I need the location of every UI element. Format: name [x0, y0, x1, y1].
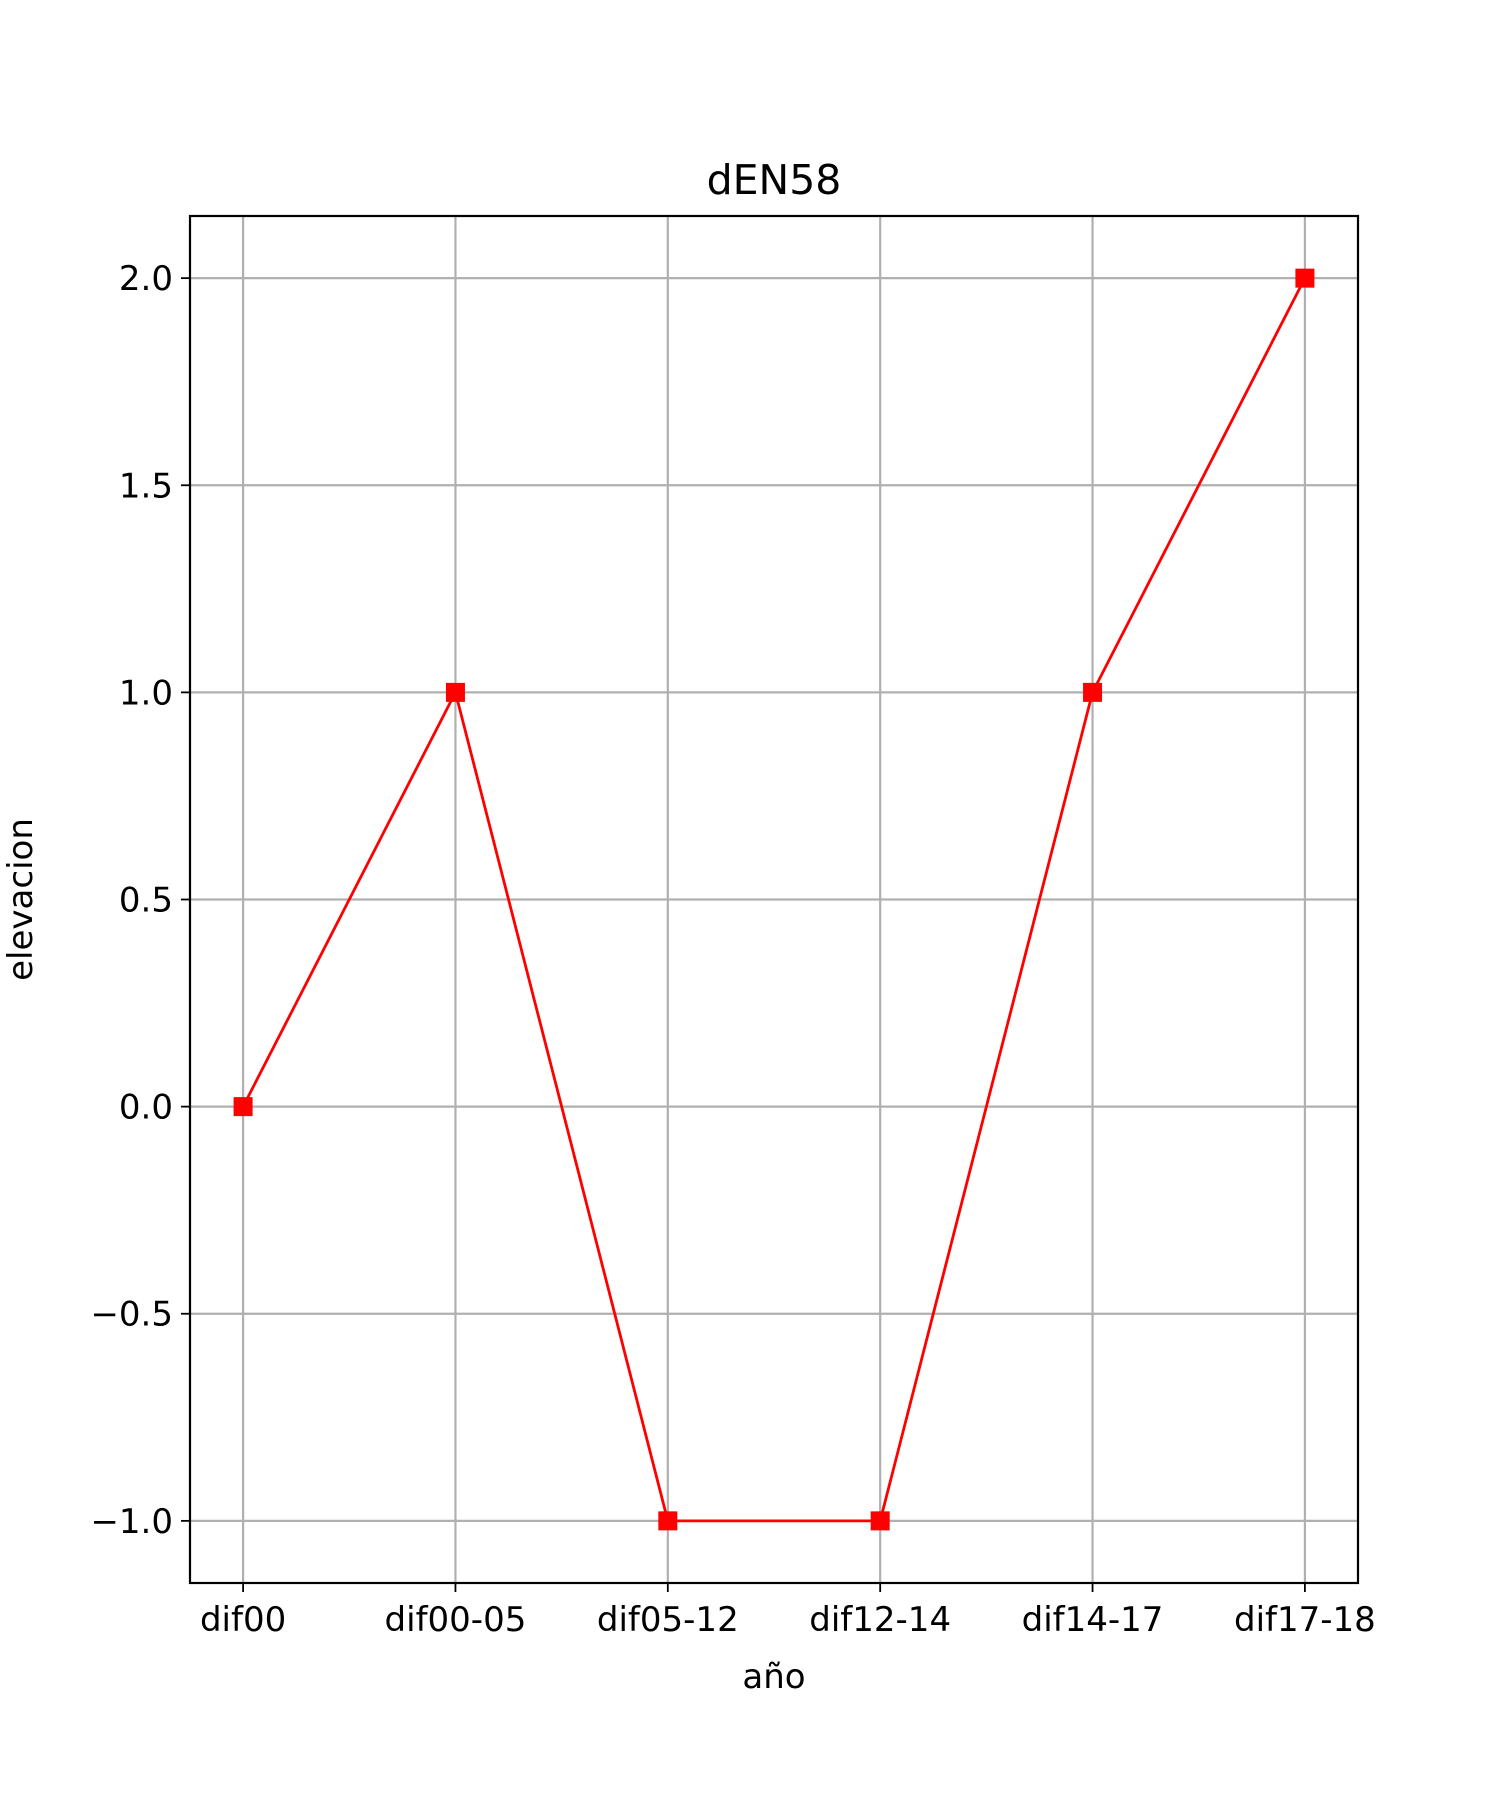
series-layer: [233, 268, 1315, 1531]
data-point-marker: [870, 1511, 890, 1531]
x-tick-label: dif14-17: [1022, 1600, 1164, 1640]
y-tick-label: 0.0: [119, 1088, 173, 1128]
data-point-marker: [1083, 682, 1103, 702]
x-tick-label: dif17-18: [1234, 1600, 1376, 1640]
data-point-marker: [1295, 268, 1315, 288]
ticks: dif00 dif00-05 dif05-12 dif12-14 dif14-17 dif…: [90, 259, 1375, 1640]
x-tick-label: dif05-12: [597, 1600, 739, 1640]
y-tick-label: −0.5: [90, 1295, 173, 1335]
y-tick-label: −1.0: [90, 1502, 173, 1542]
data-point-marker: [658, 1511, 678, 1531]
series-line: [241, 277, 1307, 1523]
y-tick-label: 0.5: [119, 881, 173, 921]
chart-title: dEN58: [707, 156, 842, 204]
data-point-marker: [233, 1097, 253, 1117]
x-tick-label: dif12-14: [809, 1600, 951, 1640]
y-tick-label: 2.0: [119, 259, 173, 299]
x-axis-label: año: [742, 1657, 805, 1697]
y-tick-label: 1.5: [119, 466, 173, 506]
x-tick-label: dif00-05: [385, 1600, 527, 1640]
y-tick-label: 1.0: [119, 673, 173, 713]
grid: [190, 216, 1358, 1583]
y-axis-label: elevacion: [1, 818, 41, 981]
data-point-marker: [445, 682, 465, 702]
x-tick-label: dif00: [200, 1600, 286, 1640]
